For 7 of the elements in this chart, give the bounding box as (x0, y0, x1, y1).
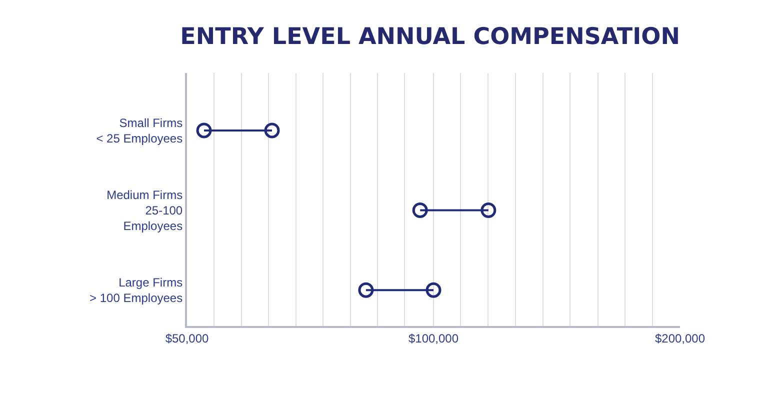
chart-title: ENTRY LEVEL ANNUAL COMPENSATION (180, 24, 680, 50)
y-tick-label: Large Firms > 100 Employees (90, 275, 183, 306)
x-tick-label: $200,000 (654, 331, 706, 346)
y-tick-label: Small Firms < 25 Employees (96, 116, 183, 146)
x-tick-label: $100,000 (408, 331, 459, 346)
x-tick-label: $50,000 (165, 331, 210, 346)
y-tick-label: Medium Firms 25-100 Employees (106, 188, 183, 234)
